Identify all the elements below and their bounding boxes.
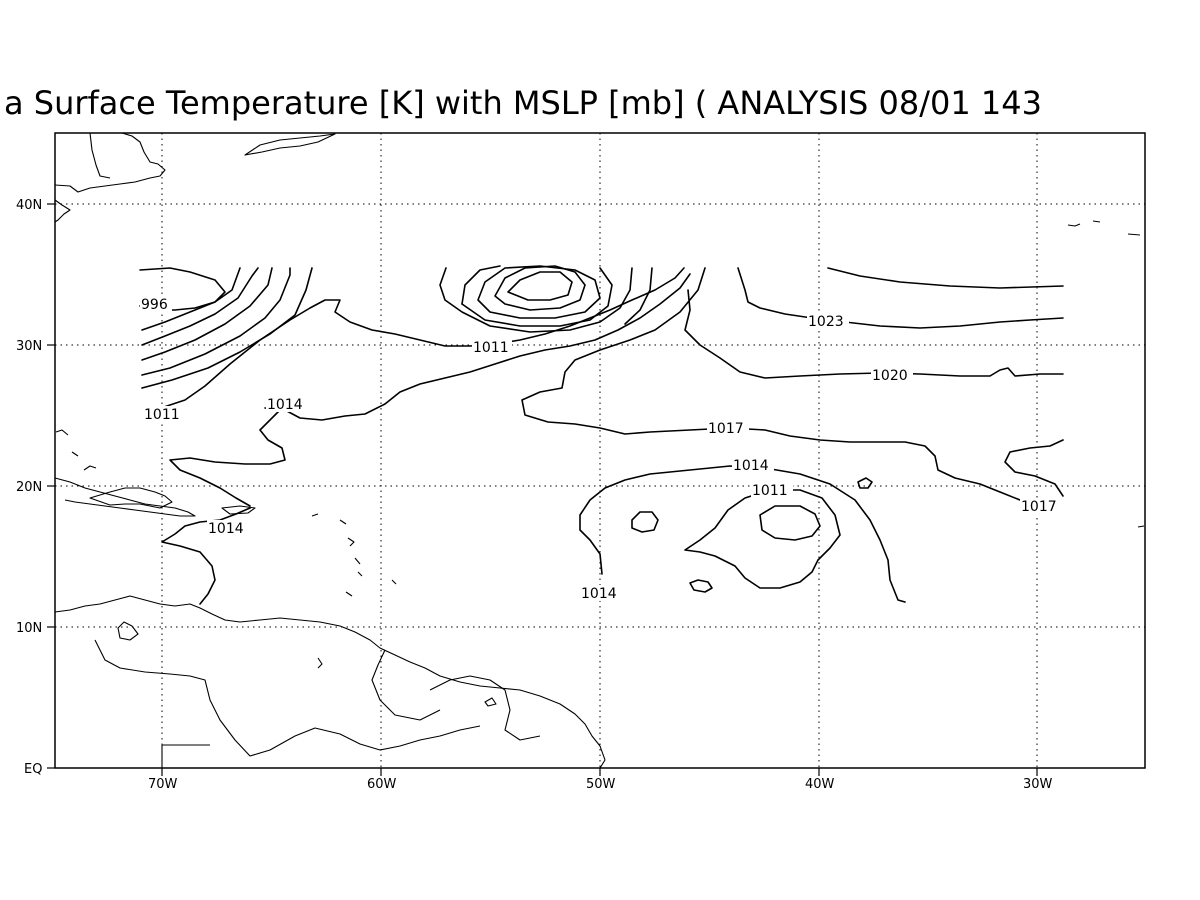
isobar	[737, 267, 813, 319]
gridlines	[55, 133, 1145, 768]
contour-label: 1011	[144, 407, 180, 423]
y-tick-label: 10N	[16, 621, 42, 636]
contour-label: 1023	[808, 314, 844, 330]
contour-label: 1014	[581, 586, 617, 602]
contour-label: 1017	[708, 421, 744, 437]
isobar	[507, 271, 573, 301]
isobar	[579, 465, 906, 603]
contour-label: 1014	[208, 521, 244, 537]
isobar	[494, 265, 586, 311]
isobar	[844, 317, 1064, 329]
isobar	[684, 289, 1064, 379]
x-tick-label: 30W	[1023, 777, 1053, 792]
isobar	[684, 489, 841, 589]
isobar	[264, 273, 691, 421]
contour-label: 996	[141, 297, 168, 313]
isobar	[154, 267, 685, 411]
contour-labels: 996 1011 1011 1011 1014 1014 1014 1014 1…	[140, 296, 1062, 602]
isobar	[857, 477, 873, 489]
isobar	[477, 265, 601, 319]
isobar	[827, 267, 1064, 289]
x-tick-label: 60W	[367, 777, 397, 792]
x-tick-label: 40W	[805, 777, 835, 792]
contour-label: 1014	[733, 458, 769, 474]
map-title: a Surface Temperature [K] with MSLP [mb]…	[4, 84, 1042, 122]
isobar	[461, 265, 501, 305]
x-axis-labels: 70W 60W 50W 40W 30W	[148, 777, 1053, 792]
isobar	[1004, 439, 1064, 497]
isobar	[141, 267, 259, 346]
contour-label: 1011	[473, 340, 509, 356]
isobar	[439, 267, 633, 333]
x-tick-label: 50W	[586, 777, 616, 792]
isobar	[521, 267, 1021, 501]
isobar	[759, 505, 821, 541]
isobar	[169, 407, 286, 507]
y-tick-label: EQ	[24, 762, 42, 777]
coastlines	[54, 132, 1145, 769]
x-tick-label: 70W	[148, 777, 178, 792]
isobar	[461, 267, 613, 327]
isobar	[141, 267, 291, 376]
isobar	[624, 267, 653, 325]
isobar	[631, 511, 659, 533]
isobar	[141, 267, 313, 389]
contour-label: 1017	[1021, 499, 1057, 515]
y-tick-label: 20N	[16, 480, 42, 495]
y-tick-label: 30N	[16, 339, 42, 354]
tick-marks	[47, 203, 1038, 776]
mslp-contours	[139, 265, 1064, 605]
isobar	[689, 579, 713, 593]
contour-label: 1011	[752, 483, 788, 499]
contour-label: 1020	[872, 368, 908, 384]
isobar	[141, 267, 241, 331]
y-tick-label: 40N	[16, 198, 42, 213]
isobar	[141, 267, 273, 361]
y-axis-labels: EQ 10N 20N 30N 40N	[16, 198, 42, 777]
contour-label: 1014	[267, 397, 303, 413]
